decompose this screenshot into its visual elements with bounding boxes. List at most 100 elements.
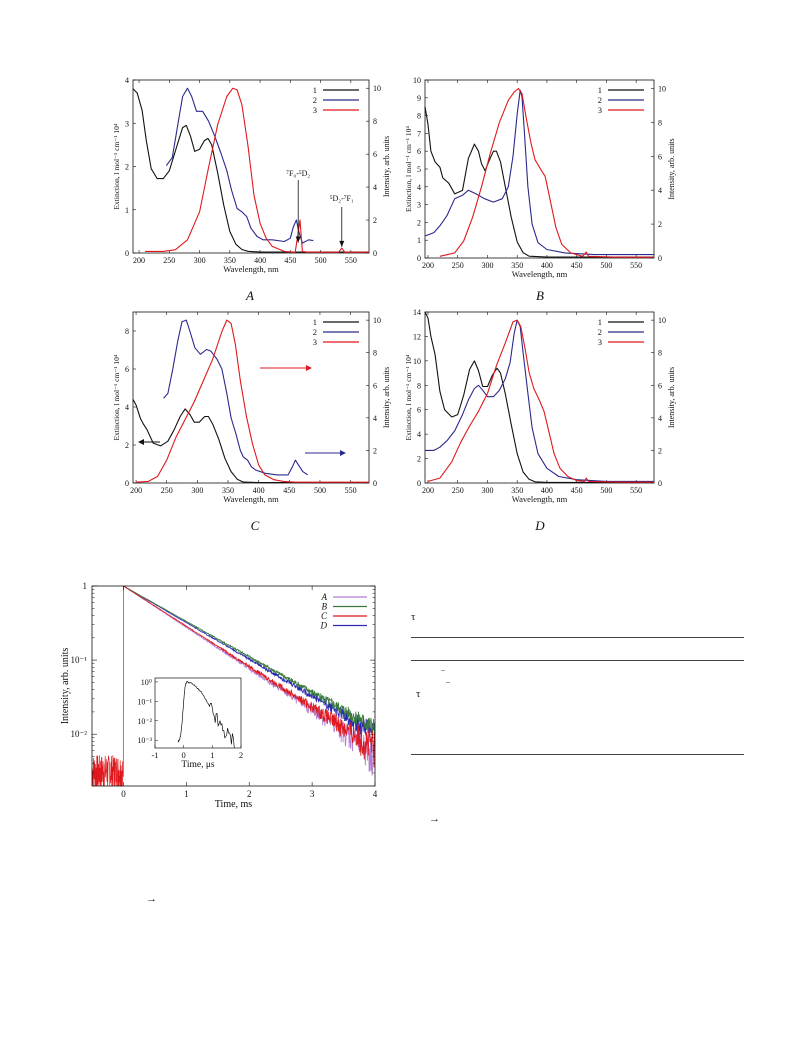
inset-x-tick-label: 0 — [182, 750, 186, 760]
table-rule-top — [411, 637, 744, 638]
x-axis-label: Time, ms — [215, 799, 253, 810]
y2-tick-label: 2 — [373, 216, 377, 225]
y2-tick-label: 10 — [658, 316, 666, 325]
inset-y-tick-label: 10⁻¹ — [137, 697, 152, 706]
y-tick-label: 6 — [417, 147, 421, 156]
y-tick-label: 10 — [413, 76, 421, 85]
legend-label: C — [321, 611, 328, 621]
y-tick-label: 4 — [417, 183, 421, 192]
x-tick-label: 550 — [345, 256, 357, 265]
arrow-symbol-2: → — [146, 893, 157, 905]
legend-label: 2 — [598, 95, 602, 105]
series-line-3 — [427, 319, 654, 483]
x-tick-label: 200 — [130, 486, 142, 495]
right-axis-indicator-head-2 — [340, 450, 346, 456]
y2-tick-label: 0 — [658, 254, 662, 263]
plot-frame — [424, 311, 655, 484]
x-tick-label: 250 — [452, 261, 464, 270]
x-tick-label: 450 — [283, 486, 295, 495]
y2-tick-label: 2 — [658, 220, 662, 229]
x-tick-label: 3 — [310, 789, 315, 799]
y2-axis-label: Intensity, arb. units — [382, 136, 391, 197]
chart-panel-a: 200 250 300 350 400 450 500 550012340246810Wave… — [112, 76, 391, 274]
series-line-1 — [424, 311, 654, 483]
x-tick-label: 300 — [191, 486, 203, 495]
y2-axis-label: Intensity, arb. units — [382, 367, 391, 428]
y-tick-label: 3 — [125, 119, 129, 128]
decay-prepulse-noise — [91, 585, 124, 787]
plot-frame — [91, 585, 376, 787]
y-axis-label: Extinction, l mol⁻¹ cm⁻¹ 10⁴ — [112, 123, 121, 209]
minus-sign-2: – — [446, 677, 450, 686]
inset-x-axis-label: Time, μs — [181, 760, 215, 770]
x-tick-label: 250 — [452, 486, 464, 495]
y2-tick-label: 4 — [658, 186, 662, 195]
y-axis-label: Intensity, arb. units — [60, 648, 71, 725]
x-tick-label: 450 — [571, 486, 583, 495]
y-tick-label: 2 — [417, 455, 421, 464]
y2-tick-label: 4 — [373, 183, 377, 192]
legend-label: 1 — [313, 317, 317, 327]
x-tick-label: 300 — [481, 486, 493, 495]
y2-tick-label: 8 — [373, 349, 377, 358]
x-axis-label: Wavelength, nm — [223, 494, 279, 504]
inset-y-tick-label: 10⁻³ — [137, 736, 152, 745]
y2-tick-label: 10 — [658, 84, 666, 93]
x-tick-label: 550 — [345, 486, 357, 495]
y-tick-label: 14 — [413, 308, 421, 317]
x-tick-label: 200 — [422, 486, 434, 495]
y-axis-label: Extinction, l mol⁻¹ cm⁻¹ 10⁴ — [404, 354, 413, 440]
y-tick-label: 4 — [125, 76, 129, 85]
y-tick-label: 0 — [125, 249, 129, 258]
x-tick-label: 400 — [254, 256, 266, 265]
x-tick-label: 350 — [511, 261, 523, 270]
left-axis-indicator-head — [138, 439, 144, 445]
y2-tick-label: 8 — [373, 117, 377, 126]
legend-label: 3 — [313, 337, 317, 347]
tau-symbol-2: τ — [416, 688, 421, 700]
series-line-1 — [424, 106, 654, 258]
y2-tick-label: 10 — [373, 316, 381, 325]
chart-panel-d: 200 250 300 350 400 450 500 5500246810121402468… — [404, 308, 676, 504]
annotation-arrowhead — [295, 236, 301, 243]
x-tick-label: 400 — [541, 486, 553, 495]
y2-tick-label: 4 — [658, 414, 662, 423]
arrow-symbol-1: → — [429, 813, 440, 825]
inset-series — [177, 681, 235, 749]
inset-y-tick-label: 10⁻² — [137, 717, 152, 726]
plot-frame — [132, 311, 370, 484]
decay-inset: -1 0 1 2 10⁰ 10⁻¹ 10⁻² 10⁻³ Time, μs — [137, 677, 243, 770]
x-tick-label: 250 — [161, 486, 173, 495]
legend-label: 2 — [313, 327, 317, 337]
x-axis-label: Wavelength, nm — [512, 494, 568, 504]
x-tick-label: 500 — [600, 261, 612, 270]
plot-frame — [424, 79, 655, 259]
series-line-2 — [424, 89, 654, 256]
x-tick-label: 500 — [600, 486, 612, 495]
right-axis-indicator-head — [306, 365, 312, 371]
y-tick-label: 6 — [125, 365, 129, 374]
legend-label: 3 — [313, 105, 317, 115]
y-tick-label: 4 — [417, 430, 421, 439]
x-axis-label: Wavelength, nm — [223, 264, 279, 274]
series-line-2 — [425, 319, 654, 482]
y-tick-label: 2 — [417, 218, 421, 227]
x-tick-label: 350 — [224, 256, 236, 265]
x-tick-label: 4 — [373, 789, 378, 799]
y2-tick-label: 6 — [373, 381, 377, 390]
y-tick-label: 10⁻¹ — [71, 655, 88, 665]
x-tick-label: 500 — [314, 486, 326, 495]
y-tick-label: 7 — [417, 129, 421, 138]
panel-label-d: D — [534, 518, 545, 533]
legend-label: 1 — [598, 317, 602, 327]
y-tick-label: 1 — [125, 206, 129, 215]
y-tick-label: 8 — [417, 381, 421, 390]
inset-x-tick-label: -1 — [151, 750, 158, 760]
y2-tick-label: 10 — [373, 84, 381, 93]
panel-label-a: A — [245, 288, 254, 303]
y-tick-label: 12 — [413, 332, 421, 341]
y2-tick-label: 0 — [373, 479, 377, 488]
series-line-2 — [163, 319, 309, 476]
legend-label: A — [321, 592, 328, 602]
panel-label-b: B — [536, 288, 544, 303]
